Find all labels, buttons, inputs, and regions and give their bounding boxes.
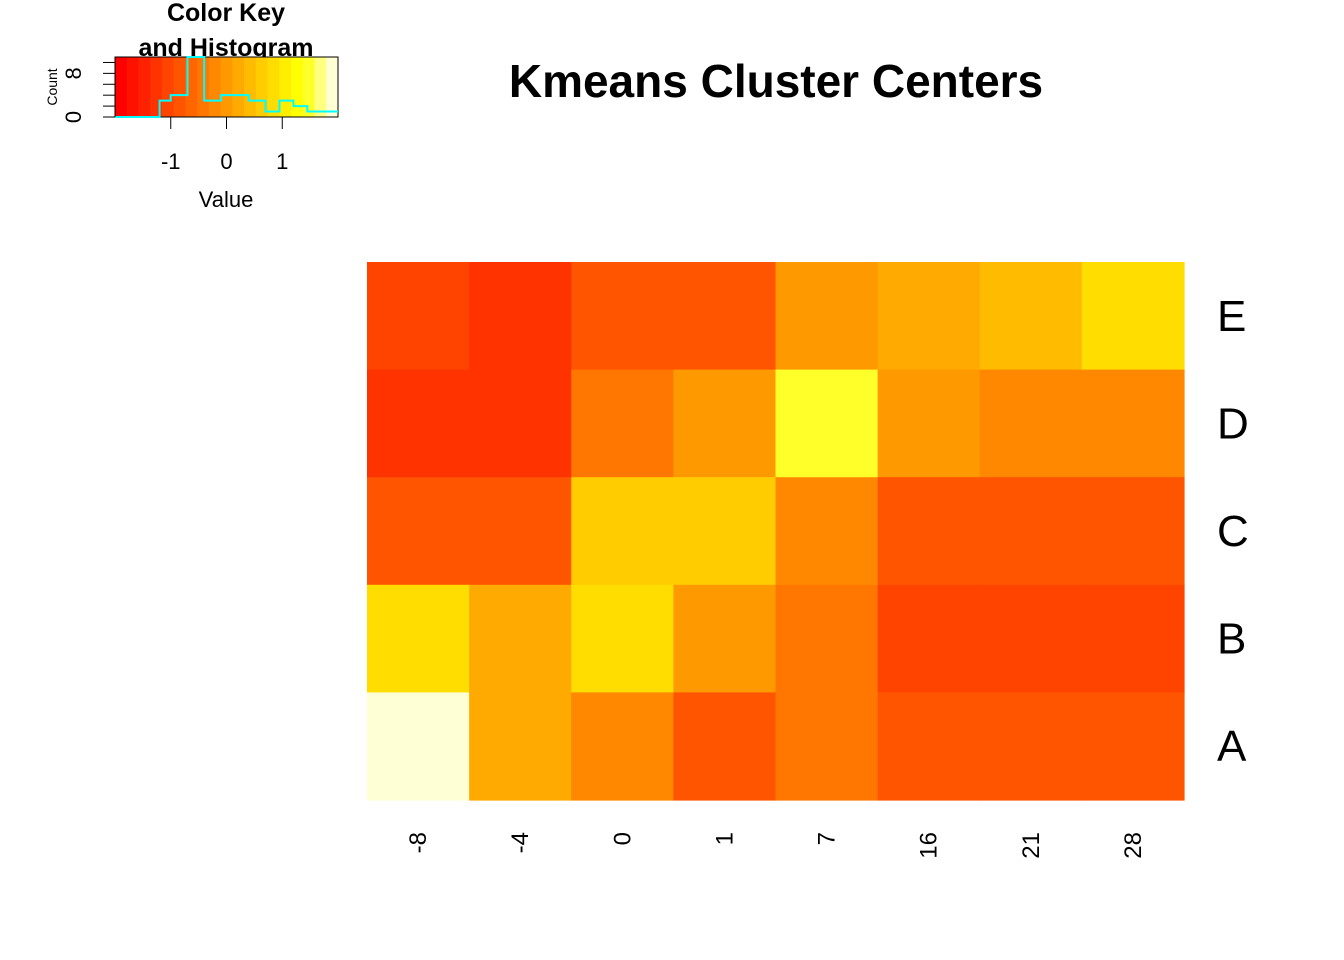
color-key-y-tick-label: 8 — [61, 67, 86, 79]
heatmap-cell-D-0 — [571, 369, 674, 478]
column-label-7: 7 — [814, 832, 841, 845]
heatmap-cell-E-21 — [979, 262, 1083, 371]
heatmap-cell-E--4 — [469, 262, 572, 371]
heatmap-cell-E-1 — [673, 262, 777, 371]
color-key-band — [208, 57, 222, 117]
heatmap-cell-A-1 — [673, 692, 777, 801]
heatmap-cell-D--8 — [367, 369, 470, 478]
column-label-0: 0 — [609, 832, 636, 845]
heatmap-cell-B-21 — [979, 584, 1083, 693]
color-key-band — [326, 57, 339, 117]
heatmap-cell-B--4 — [469, 584, 572, 693]
heatmap-cell-C-7 — [775, 477, 879, 586]
color-key-band — [291, 57, 304, 117]
column-label-28: 28 — [1120, 832, 1147, 859]
column-labels: -8 -4 0 1 7 16 21 28 — [405, 832, 1147, 859]
heatmap-cell-B-28 — [1081, 584, 1185, 693]
heatmap-cell-A-16 — [877, 692, 981, 801]
heatmap-cell-E-0 — [571, 262, 674, 371]
color-key-x-tick-label: 1 — [276, 149, 288, 174]
color-key-band — [302, 57, 316, 117]
heatmap-cell-A-21 — [979, 692, 1083, 801]
color-key-band — [161, 57, 175, 117]
column-label-16: 16 — [916, 832, 943, 859]
heatmap-cell-D-28 — [1081, 369, 1185, 478]
heatmap-cell-D-16 — [877, 369, 981, 478]
color-key-y-axis: 08 — [61, 61, 116, 123]
heatmap-cell-B-0 — [571, 584, 674, 693]
color-key-bands — [114, 56, 339, 118]
color-key-title-line-1: Color Key — [167, 0, 285, 27]
color-key: Color Key and Histogram -1 0 1 08 Value Co… — [44, 0, 339, 212]
heatmap-cell-B-16 — [877, 584, 981, 693]
heatmap-cell-D--4 — [469, 369, 572, 478]
color-key-band — [314, 57, 327, 117]
row-label-A: A — [1217, 722, 1247, 771]
color-key-x-tick-label: -1 — [161, 149, 181, 174]
heatmap-cell-E-28 — [1081, 262, 1185, 371]
heatmap-cell-C-1 — [673, 477, 777, 586]
heatmap-cell-C-28 — [1081, 477, 1185, 586]
color-key-band — [150, 57, 163, 117]
color-key-x-tick-label: 0 — [220, 149, 232, 174]
heatmap-cell-C-16 — [877, 477, 981, 586]
color-key-band — [138, 57, 151, 117]
heatmap-cell-C--8 — [367, 477, 470, 586]
heatmap-cell-C-21 — [979, 477, 1083, 586]
row-label-B: B — [1217, 615, 1246, 664]
histogram-line — [115, 56, 338, 118]
color-key-band — [267, 57, 280, 117]
column-label-1: 1 — [711, 832, 738, 845]
heatmap-cell-A--8 — [367, 692, 470, 801]
heatmap-cell-A-28 — [1081, 692, 1185, 801]
row-label-D: D — [1217, 399, 1249, 448]
heatmap-cell-D-1 — [673, 369, 777, 478]
color-key-ylabel: Count — [44, 68, 60, 105]
heatmap-cell-B--8 — [367, 584, 470, 693]
color-key-band — [126, 57, 139, 117]
heatmap-cell-B-7 — [775, 584, 879, 693]
color-key-x-axis: -1 0 1 — [161, 116, 288, 174]
heatmap-cell-E-16 — [877, 262, 981, 371]
color-key-histogram — [115, 56, 338, 118]
color-key-band — [173, 57, 186, 117]
color-key-band — [244, 57, 257, 117]
color-key-y-tick-label: 0 — [61, 111, 86, 123]
column-label--8: -8 — [405, 832, 432, 853]
color-key-band — [232, 57, 245, 117]
row-label-C: C — [1217, 507, 1249, 556]
row-label-E: E — [1217, 292, 1246, 341]
color-key-band — [279, 57, 292, 117]
heatmap-cell-D-7 — [775, 369, 879, 478]
color-key-band — [115, 57, 128, 117]
column-label-21: 21 — [1018, 832, 1045, 859]
heatmap-cell-C-0 — [571, 477, 674, 586]
heatmap-cell-A-0 — [571, 692, 674, 801]
chart-title: Kmeans Cluster Centers — [509, 55, 1043, 107]
heatmap-grid — [367, 262, 1185, 801]
row-labels: E D C B A — [1217, 292, 1249, 771]
heatmap-cell-E--8 — [367, 262, 470, 371]
heatmap-cell-C--4 — [469, 477, 572, 586]
heatmap-cell-D-21 — [979, 369, 1083, 478]
color-key-band — [185, 57, 198, 117]
heatmap-cell-A-7 — [775, 692, 879, 801]
column-label--4: -4 — [507, 832, 534, 853]
heatmap-cell-A--4 — [469, 692, 572, 801]
heatmap-cell-B-1 — [673, 584, 777, 693]
color-key-band — [220, 57, 233, 117]
heatmap-cell-E-7 — [775, 262, 879, 371]
color-key-xlabel: Value — [199, 187, 254, 212]
